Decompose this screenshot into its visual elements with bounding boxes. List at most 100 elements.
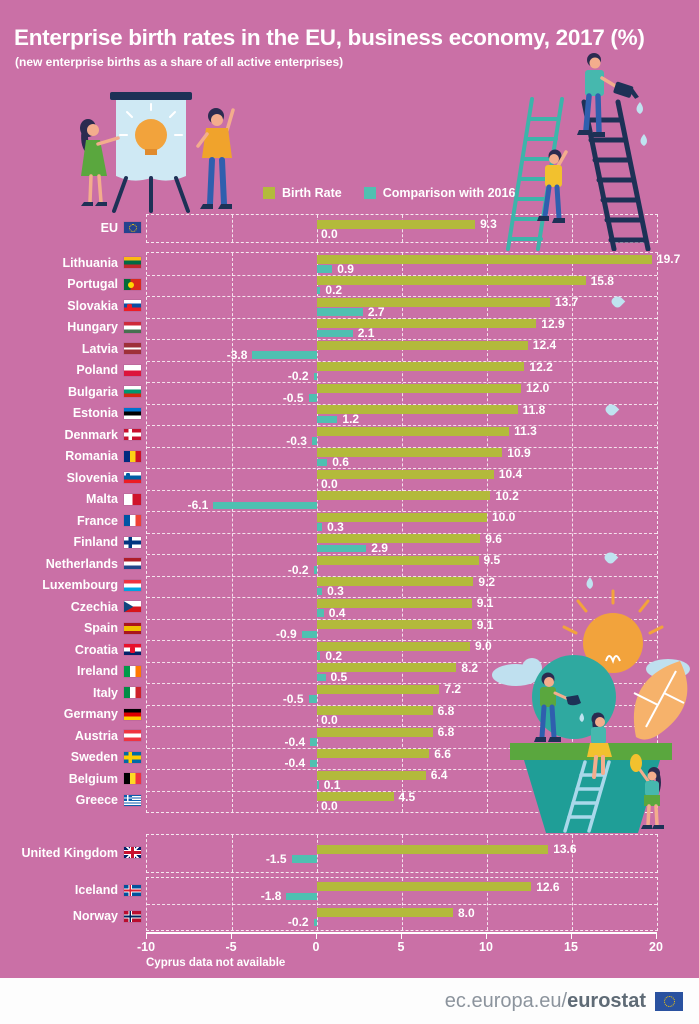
country-flag-icon: [124, 884, 141, 896]
value-label-birth-rate: 9.2: [478, 574, 496, 589]
country-name: Sweden: [70, 750, 118, 765]
bar-comparison: [313, 566, 317, 574]
country-flag-icon: [124, 751, 141, 763]
value-label-comparison: 1.2: [342, 412, 360, 427]
row-separator: [147, 446, 657, 448]
country-label: Belgium: [0, 768, 141, 790]
country-label: Latvia: [0, 338, 141, 360]
bar-comparison: [213, 501, 317, 510]
country-label: Romania: [0, 446, 141, 468]
value-label-comparison: -6.1: [187, 498, 209, 513]
gridline: [487, 215, 488, 242]
country-flag-icon: [124, 343, 141, 355]
value-label-comparison: -0.3: [286, 433, 307, 448]
value-label-birth-rate: 9.1: [476, 596, 494, 611]
value-label-comparison: -0.2: [287, 915, 309, 929]
eurostat-link[interactable]: ec.europa.eu/eurostat: [445, 990, 646, 1013]
bar-comparison: [317, 415, 338, 424]
bar-comparison: [317, 308, 363, 316]
value-label-comparison: 0.0: [321, 799, 338, 814]
value-label-birth-rate: 13.6: [553, 842, 577, 856]
bar-comparison: [308, 695, 317, 703]
country-name: Portugal: [67, 277, 118, 292]
bar-comparison: [308, 394, 317, 402]
country-flag-icon: [124, 450, 141, 462]
axis-tick-label: 0: [312, 940, 320, 954]
country-name: Spain: [83, 621, 118, 636]
country-flag-icon: [124, 257, 141, 269]
value-label-birth-rate: 15.8: [590, 273, 614, 288]
country-flag-icon: [124, 708, 141, 720]
axis-tick-label: 20: [649, 940, 663, 954]
country-label: Slovenia: [0, 467, 141, 489]
row-separator: [147, 532, 657, 534]
country-label: Germany: [0, 704, 141, 726]
axis-tick-label: 10: [479, 940, 493, 954]
bar-birth-rate: [317, 792, 394, 802]
bar-birth-rate: [317, 254, 652, 264]
value-label-birth-rate: 12.6: [536, 879, 560, 894]
bar-birth-rate: [317, 641, 470, 651]
value-label-comparison: 2.9: [371, 541, 388, 556]
bar-comparison: [317, 329, 353, 338]
gridline: [232, 835, 233, 872]
bar-birth-rate: [317, 534, 481, 544]
country-name: Poland: [76, 363, 118, 378]
country-label: Slovakia: [0, 295, 141, 317]
row-separator: [147, 339, 657, 340]
country-labels-efta: Iceland Norway: [0, 877, 141, 929]
flipchart-presentation-illustration: [80, 92, 235, 213]
row-separator: [147, 296, 657, 297]
value-label-comparison: 0.0: [321, 226, 338, 241]
country-label: Netherlands: [0, 553, 141, 575]
bar-comparison: [313, 918, 317, 926]
country-name: Croatia: [74, 642, 118, 657]
value-label-comparison: -1.8: [260, 889, 282, 903]
value-label-comparison: 2.7: [367, 304, 385, 319]
country-name: Bulgaria: [67, 384, 118, 399]
footer-bar: ec.europa.eu/eurostat: [0, 978, 699, 1024]
country-flag-icon: [124, 321, 141, 333]
country-name: Iceland: [74, 883, 118, 897]
value-label-comparison: -0.2: [287, 369, 309, 384]
country-flag-icon: [124, 773, 141, 785]
footer-url-bold: eurostat: [567, 989, 646, 1012]
plot-area-members: 19.7 0.9 15.8 0.2 13.7 2.7 12.9 2.1 12.4 -3.8 12.2…: [146, 252, 680, 814]
value-label-birth-rate: 7.2: [444, 682, 462, 697]
value-label-comparison: 0.1: [323, 777, 341, 792]
country-label: Norway: [0, 903, 141, 929]
axis-tick: [316, 934, 317, 939]
country-flag-icon: [124, 222, 141, 233]
country-flag-icon: [124, 429, 141, 441]
country-flag-icon: [124, 910, 141, 922]
gridline: [572, 215, 573, 242]
gridline: [317, 215, 318, 242]
country-flag-icon: [124, 794, 141, 806]
country-name: Greece: [75, 793, 118, 808]
value-label-birth-rate: 8.0: [458, 905, 475, 920]
country-flag-icon: [124, 558, 141, 570]
bar-birth-rate: [317, 383, 521, 393]
row-separator: [147, 769, 657, 770]
country-name: Slovakia: [67, 298, 118, 313]
bar-birth-rate: [317, 405, 518, 415]
country-name: Austria: [74, 728, 118, 743]
row-separator: [147, 274, 657, 276]
value-label-birth-rate: 9.3: [480, 217, 497, 231]
bar-comparison: [317, 523, 323, 531]
country-name: France: [77, 513, 118, 528]
country-label: Ireland: [0, 661, 141, 683]
bar-comparison: [317, 587, 323, 596]
eu-flag-logo-icon: [655, 991, 683, 1011]
bar-comparison: [310, 738, 317, 746]
country-label: France: [0, 510, 141, 532]
footer-url-regular: ec.europa.eu/: [444, 989, 568, 1012]
country-label: Estonia: [0, 403, 141, 425]
country-labels-uk: United Kingdom: [0, 834, 141, 871]
country-label: Denmark: [0, 424, 141, 446]
country-name: Luxembourg: [42, 578, 118, 593]
footnote: Cyprus data not available: [146, 957, 286, 969]
value-label-comparison: -0.5: [282, 390, 304, 405]
axis-tick: [656, 934, 657, 939]
value-label-comparison: 0.9: [337, 261, 354, 276]
